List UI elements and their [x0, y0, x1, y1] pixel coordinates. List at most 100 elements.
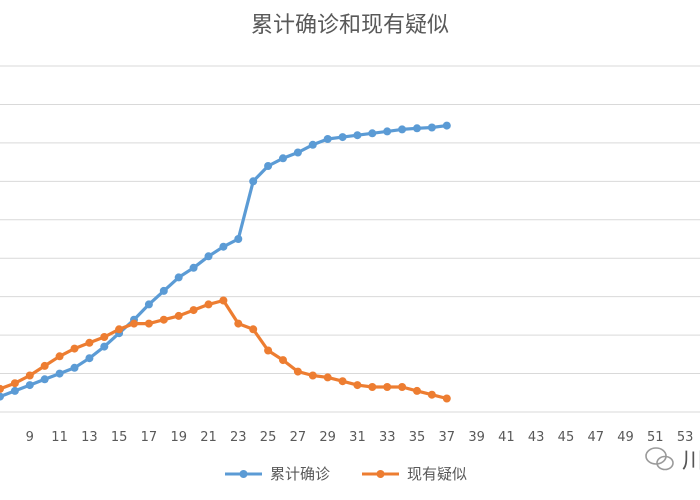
legend-marker-series-2 — [376, 470, 385, 478]
data-point — [427, 390, 436, 399]
data-point — [383, 127, 392, 136]
data-point — [40, 375, 49, 384]
legend: 累计确诊 现有疑似 — [225, 465, 467, 483]
x-tick-label: 49 — [617, 430, 634, 445]
x-tick-label: 23 — [230, 430, 247, 445]
data-point — [70, 344, 79, 353]
data-point — [0, 384, 4, 393]
x-tick-label: 45 — [558, 430, 575, 445]
legend-label-series-2: 现有疑似 — [407, 465, 467, 483]
wechat-icon — [645, 447, 674, 471]
series-1 — [0, 121, 451, 401]
data-point — [368, 383, 377, 391]
x-tick-label: 27 — [290, 430, 307, 445]
data-point — [115, 325, 124, 334]
chart-title: 累计确诊和现有疑似 — [251, 13, 449, 38]
x-tick-label: 11 — [51, 430, 68, 445]
data-point — [293, 148, 302, 157]
x-tick-label: 19 — [170, 430, 187, 445]
x-tick-label: 41 — [498, 430, 515, 445]
data-point — [249, 177, 258, 186]
data-point — [189, 306, 198, 315]
data-point — [144, 300, 153, 309]
data-point — [100, 342, 109, 351]
data-point — [279, 356, 287, 365]
data-point — [100, 333, 109, 341]
data-point — [293, 367, 302, 376]
x-tick-label: 29 — [319, 430, 336, 445]
data-point — [368, 129, 377, 138]
data-point — [10, 386, 19, 395]
data-point — [338, 377, 347, 386]
data-point — [234, 319, 243, 328]
data-point — [308, 371, 317, 380]
data-point — [249, 325, 258, 334]
x-tick-label: 13 — [81, 430, 98, 445]
data-point — [338, 133, 347, 142]
data-point — [55, 352, 64, 361]
legend-label-series-1: 累计确诊 — [270, 465, 330, 483]
data-point — [25, 371, 34, 380]
x-tick-label: 35 — [409, 430, 426, 445]
data-point — [383, 383, 392, 391]
series-group — [0, 121, 451, 403]
data-point — [10, 379, 19, 388]
x-tick-label: 33 — [379, 430, 396, 445]
data-point — [25, 381, 34, 390]
data-point — [219, 296, 228, 305]
series-2 — [0, 296, 451, 403]
x-tick-label: 25 — [260, 430, 277, 445]
series-line — [0, 124, 448, 399]
data-point — [0, 392, 4, 401]
data-point — [204, 252, 213, 261]
data-point — [204, 300, 213, 309]
x-tick-label: 47 — [587, 430, 604, 445]
data-point — [413, 386, 421, 395]
data-point — [55, 369, 64, 378]
data-point — [427, 123, 436, 132]
data-point — [85, 354, 94, 363]
x-axis-tick-labels: 9 11 13 15 17 19 21 23 25 27 29 31 33 35 37 39 41 43 45 47 4… — [26, 430, 694, 445]
x-tick-label: 53 — [677, 430, 694, 445]
legend-marker-series-1 — [239, 470, 248, 478]
data-point — [413, 124, 421, 133]
x-tick-label: 15 — [111, 430, 128, 445]
data-point — [353, 131, 362, 140]
watermark-text: 川 — [682, 449, 700, 474]
data-point — [159, 315, 168, 324]
gridlines — [0, 65, 700, 413]
data-point — [398, 383, 407, 391]
data-point — [279, 154, 287, 163]
data-point — [144, 319, 153, 328]
x-tick-label: 37 — [439, 430, 456, 445]
data-point — [219, 242, 228, 251]
data-point — [442, 394, 451, 403]
data-point — [70, 363, 79, 372]
data-point — [323, 373, 332, 382]
data-point — [353, 381, 362, 390]
data-point — [189, 263, 198, 272]
data-point — [308, 140, 317, 149]
data-point — [130, 319, 138, 328]
data-point — [40, 361, 49, 370]
data-point — [234, 235, 243, 243]
data-point — [264, 162, 273, 170]
x-tick-label: 43 — [528, 430, 545, 445]
data-point — [85, 338, 94, 347]
series-line — [0, 298, 448, 401]
data-point — [398, 125, 407, 134]
data-point — [323, 135, 332, 143]
x-tick-label: 31 — [349, 430, 366, 445]
x-tick-label: 9 — [26, 430, 34, 445]
data-point — [159, 286, 168, 295]
x-tick-label: 51 — [647, 430, 664, 445]
x-tick-label: 17 — [141, 430, 158, 445]
data-point — [174, 311, 183, 320]
x-tick-label: 39 — [468, 430, 485, 445]
data-point — [442, 121, 451, 130]
data-point — [174, 273, 183, 282]
x-tick-label: 21 — [200, 430, 217, 445]
watermark: 川 — [645, 447, 700, 474]
data-point — [264, 346, 273, 355]
